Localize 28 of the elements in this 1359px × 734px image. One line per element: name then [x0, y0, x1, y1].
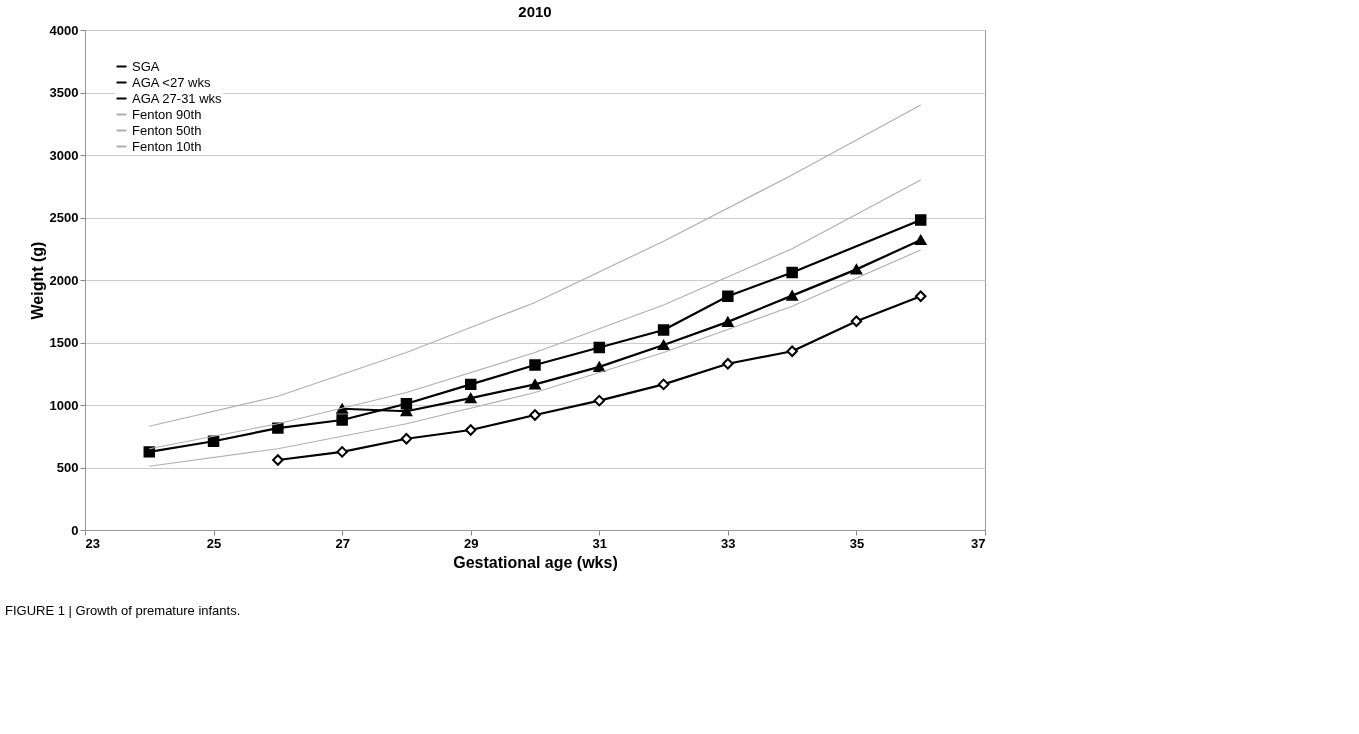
x-tick-label: 23: [85, 535, 100, 551]
chart-title: 2010: [518, 3, 552, 20]
x-tick-label: 31: [592, 535, 608, 551]
y-tick-label: 4000: [49, 22, 79, 38]
x-tick-label: 37: [971, 535, 986, 551]
x-axis-title: Gestational age (wks): [453, 553, 618, 571]
x-tick-label: 29: [463, 535, 479, 551]
x-tick-label: 35: [849, 535, 865, 551]
legend-label: Fenton 10th: [132, 138, 202, 154]
y-tick-label: 0: [71, 522, 79, 538]
x-tick-label: 27: [335, 535, 350, 551]
line-series: [148, 249, 922, 467]
caption: FIGURE 1 | Growth of premature infants.: [5, 603, 241, 618]
legend-label: Fenton 90th: [132, 106, 202, 122]
y-tick-label: 1500: [49, 335, 79, 350]
y-tick-label: 3500: [49, 85, 79, 100]
y-axis-title: Weight (g): [28, 241, 46, 320]
legend-label: AGA <27 wks: [132, 74, 211, 90]
x-tick-label: 25: [206, 535, 222, 551]
y-tick-label: 2500: [49, 210, 79, 225]
y-tick-label: 1000: [49, 397, 79, 413]
y-tick-label: 500: [56, 460, 79, 475]
y-tick-label: 3000: [49, 147, 79, 163]
x-tick-label: 33: [721, 535, 736, 551]
legend-label: Fenton 50th: [132, 122, 202, 138]
legend-label: SGA: [132, 58, 160, 74]
legend-label: AGA 27-31 wks: [132, 90, 223, 106]
y-tick-label: 2000: [49, 272, 79, 288]
